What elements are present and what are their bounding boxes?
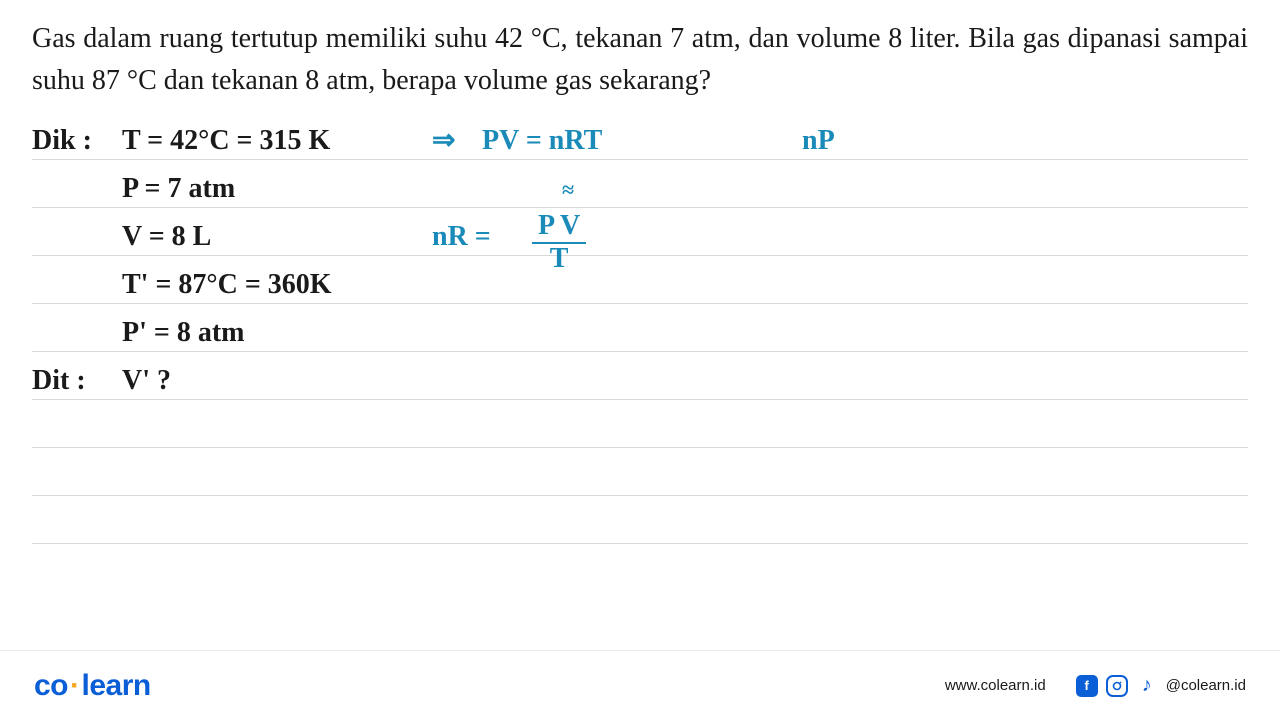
logo-dot-icon: · xyxy=(70,669,80,702)
social-icons: f ♪ @colearn.id xyxy=(1076,675,1246,697)
logo-suffix: learn xyxy=(82,669,151,702)
brand-logo: co·learn xyxy=(34,669,151,703)
footer-right: www.colearn.id f ♪ @colearn.id xyxy=(945,675,1246,697)
given-V: V = 8 L xyxy=(122,221,211,253)
work-line-9 xyxy=(32,496,1248,544)
work-line-7 xyxy=(32,400,1248,448)
tick-mark: ≈ xyxy=(562,177,574,203)
asked-V-prime: V' ? xyxy=(122,365,171,397)
work-line-5: P' = 8 atm xyxy=(32,304,1248,352)
problem-text: Gas dalam ruang tertutup memiliki suhu 4… xyxy=(0,0,1280,112)
website-url: www.colearn.id xyxy=(945,677,1046,694)
social-handle: @colearn.id xyxy=(1166,677,1246,694)
eq-np: nP xyxy=(802,125,835,157)
work-line-4: T' = 87°C = 360K xyxy=(32,256,1248,304)
label-dit: Dit : xyxy=(32,365,86,397)
fraction-numerator: P V xyxy=(532,211,586,244)
work-line-6: Dit : V' ? xyxy=(32,352,1248,400)
facebook-icon: f xyxy=(1076,675,1098,697)
instagram-icon xyxy=(1106,675,1128,697)
label-dik: Dik : xyxy=(32,125,92,157)
work-line-3: V = 8 L nR = P V T xyxy=(32,208,1248,256)
work-area: Dik : T = 42°C = 315 K ⇒ PV = nRT nP P =… xyxy=(0,112,1280,544)
work-line-1: Dik : T = 42°C = 315 K ⇒ PV = nRT nP xyxy=(32,112,1248,160)
arrow-icon: ⇒ xyxy=(432,123,455,157)
given-T-prime: T' = 87°C = 360K xyxy=(122,269,332,301)
eq-pv-nrt: PV = nRT xyxy=(482,125,602,157)
problem-body: Gas dalam ruang tertutup memiliki suhu 4… xyxy=(32,23,1248,96)
given-P: P = 7 atm xyxy=(122,173,235,205)
logo-prefix: co xyxy=(34,669,68,702)
eq-nR: nR = xyxy=(432,221,491,253)
given-T: T = 42°C = 315 K xyxy=(122,125,330,157)
given-P-prime: P' = 8 atm xyxy=(122,317,245,349)
tiktok-icon: ♪ xyxy=(1136,675,1158,697)
footer: co·learn www.colearn.id f ♪ @colearn.id xyxy=(0,650,1280,720)
work-line-2: P = 7 atm ≈ xyxy=(32,160,1248,208)
work-line-8 xyxy=(32,448,1248,496)
